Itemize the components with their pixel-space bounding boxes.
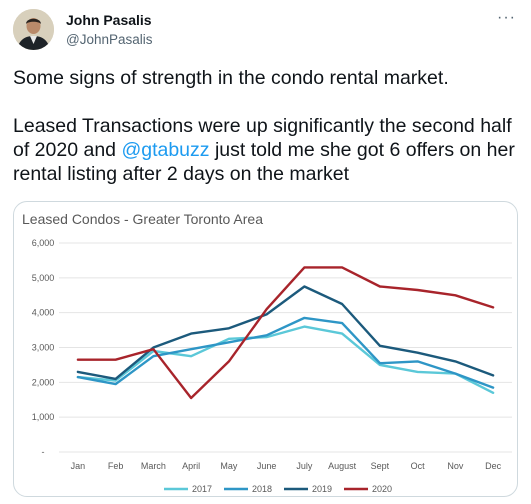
x-tick-label: April: [182, 461, 200, 471]
y-tick-label: 3,000: [32, 343, 55, 353]
x-tick-label: March: [141, 461, 166, 471]
tweet-line-2-start: Leased Transactions were up significantl…: [13, 115, 512, 161]
mention-link[interactable]: @gtabuzz: [121, 139, 210, 161]
author-handle[interactable]: @JohnPasalis: [66, 32, 153, 47]
avatar-image: [13, 9, 54, 50]
x-tick-label: Jan: [71, 461, 86, 471]
paragraph-gap: [13, 90, 523, 114]
tweet-paragraph-1: Some signs of strength in the condo rent…: [13, 66, 523, 90]
legend-label-2017: 2017: [192, 484, 212, 494]
series-line-2017: [76, 325, 495, 395]
author-name[interactable]: John Pasalis: [66, 12, 152, 28]
x-tick-label: June: [257, 461, 277, 471]
x-tick-label: May: [220, 461, 238, 471]
line-chart: - 1,000 2,000 3,000 4,000 5,000 6,000 Jan Feb Mar…: [32, 238, 512, 494]
avatar[interactable]: [13, 9, 54, 50]
tweet-text: Some signs of strength in the condo rent…: [13, 66, 523, 186]
x-tick-label: Feb: [108, 461, 124, 471]
y-tick-label: -: [42, 447, 45, 457]
x-tick-label: Dec: [485, 461, 502, 471]
y-tick-label: 4,000: [32, 308, 55, 318]
legend-label-2018: 2018: [252, 484, 272, 494]
legend-label-2019: 2019: [312, 484, 332, 494]
tweet-header: John Pasalis @JohnPasalis ···: [13, 9, 518, 57]
y-tick-label: 5,000: [32, 273, 55, 283]
y-tick-label: 6,000: [32, 238, 55, 248]
author-block: John Pasalis @JohnPasalis: [66, 11, 153, 49]
y-tick-label: 2,000: [32, 377, 55, 387]
series-line-2019: [76, 285, 495, 381]
chart-title: Leased Condos - Greater Toronto Area: [22, 211, 264, 227]
chart-image[interactable]: Leased Condos - Greater Toronto Area - 1,…: [13, 201, 518, 497]
y-tick-label: 1,000: [32, 412, 55, 422]
series-line-2020: [76, 266, 495, 400]
x-tick-label: Nov: [447, 461, 464, 471]
x-tick-label: July: [296, 461, 313, 471]
more-horizontal-icon[interactable]: ···: [497, 9, 516, 26]
x-tick-label: August: [328, 461, 357, 471]
x-tick-label: Oct: [411, 461, 426, 471]
tweet-line-1: Some signs of strength in the condo rent…: [13, 67, 449, 89]
tweet-line-2-end: just told me she got 6 offers on her ren…: [13, 139, 515, 185]
legend-label-2020: 2020: [372, 484, 392, 494]
x-tick-label: Sept: [371, 461, 390, 471]
tweet-paragraph-2: Leased Transactions were up significantl…: [13, 114, 523, 186]
series-line-2018: [76, 316, 495, 389]
